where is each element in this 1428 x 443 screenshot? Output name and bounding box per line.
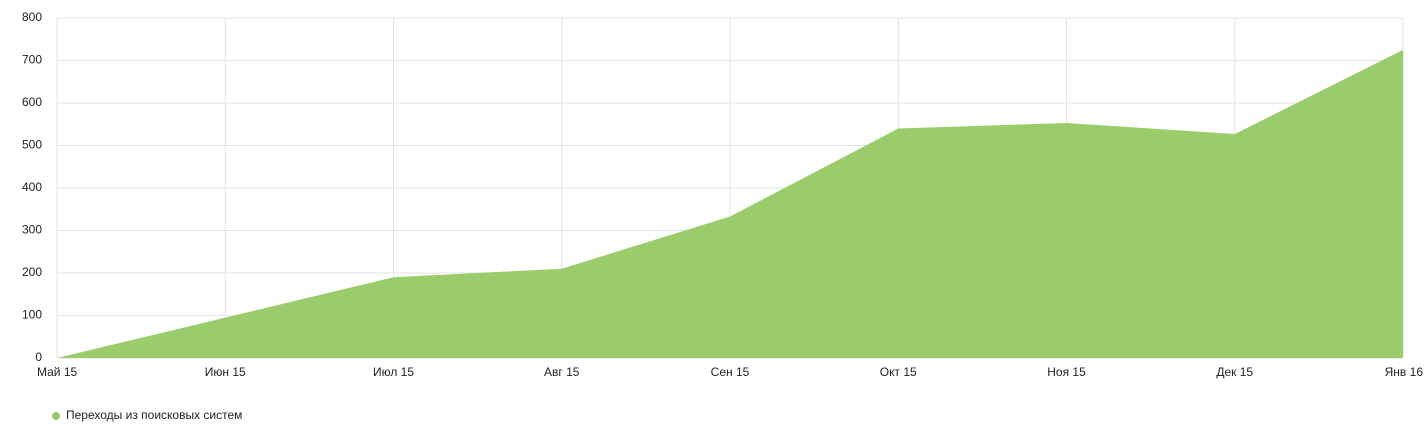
y-tick-label: 700 [22,53,42,67]
x-tick-label: Май 15 [37,365,78,379]
y-tick-label: 300 [22,223,42,237]
area [57,49,1403,358]
y-tick-label: 600 [22,95,42,109]
x-tick-label: Дек 15 [1216,365,1253,379]
y-tick-label: 0 [35,350,42,364]
x-tick-label: Окт 15 [880,365,917,379]
x-tick-label: Авг 15 [544,365,580,379]
x-tick-label: Янв 16 [1385,365,1424,379]
y-tick-label: 800 [22,10,42,24]
y-tick-label: 500 [22,138,42,152]
legend-marker [52,412,60,420]
y-tick-label: 400 [22,180,42,194]
y-tick-label: 200 [22,265,42,279]
y-tick-label: 100 [22,308,42,322]
x-tick-label: Ноя 15 [1047,365,1086,379]
x-tick-label: Июл 15 [373,365,414,379]
x-tick-label: Июн 15 [205,365,246,379]
legend-label: Переходы из поисковых систем [66,408,242,422]
x-tick-label: Сен 15 [711,365,750,379]
